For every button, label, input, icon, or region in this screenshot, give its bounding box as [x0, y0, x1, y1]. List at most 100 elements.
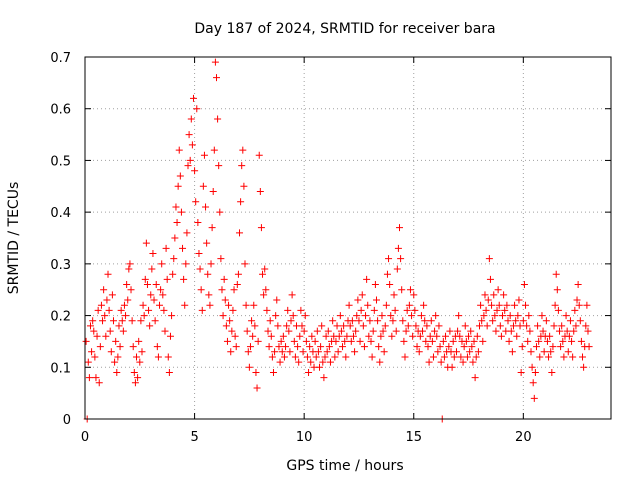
data-point [287, 317, 295, 325]
data-point [503, 301, 511, 309]
data-point [461, 322, 469, 330]
data-point [169, 270, 177, 278]
data-point [532, 343, 540, 351]
data-point [369, 327, 377, 335]
data-point [290, 337, 298, 345]
data-point [207, 260, 215, 268]
data-point [170, 255, 178, 263]
data-point [391, 306, 399, 314]
axis-ticks: 0 0.1 0.2 0.3 0.4 0.5 0.6 0.7 0 5 10 15 20 [50, 51, 611, 445]
data-point [193, 105, 201, 113]
data-point [419, 327, 427, 335]
data-point [219, 312, 227, 320]
data-point [145, 306, 153, 314]
data-point [514, 312, 522, 320]
data-point [323, 348, 331, 356]
data-point [158, 260, 166, 268]
data-point [109, 317, 117, 325]
data-point [343, 332, 351, 340]
data-point [420, 301, 428, 309]
data-point [372, 296, 380, 304]
data-point [122, 312, 130, 320]
y-tick-label: 0.1 [50, 361, 71, 376]
x-tick-label: 15 [405, 430, 422, 445]
data-point [316, 363, 324, 371]
data-point [417, 312, 425, 320]
data-point [113, 368, 121, 376]
data-point [214, 115, 222, 123]
data-point [403, 306, 411, 314]
data-point [248, 317, 256, 325]
data-point [415, 348, 423, 356]
data-point [206, 301, 214, 309]
data-point [448, 363, 456, 371]
y-tick-label: 0.5 [50, 154, 71, 169]
data-point [437, 358, 445, 366]
data-point [554, 306, 562, 314]
data-point [302, 337, 310, 345]
data-point [523, 322, 531, 330]
data-point [267, 332, 275, 340]
data-point [468, 343, 476, 351]
data-point [368, 353, 376, 361]
data-point [558, 322, 566, 330]
data-point [112, 337, 120, 345]
data-point [82, 337, 90, 345]
data-point [314, 348, 322, 356]
data-point [265, 343, 273, 351]
data-point [271, 348, 279, 356]
data-point [501, 306, 509, 314]
data-point [257, 224, 265, 232]
data-point [86, 322, 94, 330]
data-point [133, 353, 141, 361]
data-point [225, 301, 233, 309]
data-point [115, 322, 123, 330]
data-point [196, 265, 204, 273]
data-point [172, 203, 180, 211]
data-point [412, 322, 420, 330]
data-point [530, 394, 538, 402]
data-point [131, 379, 139, 387]
data-point [551, 301, 559, 309]
data-point [440, 353, 448, 361]
data-point [378, 312, 386, 320]
data-point [136, 358, 144, 366]
data-point [513, 332, 521, 340]
data-point [584, 327, 592, 335]
data-point [575, 301, 583, 309]
data-point [335, 332, 343, 340]
data-point [273, 296, 281, 304]
data-point [552, 270, 560, 278]
data-point [285, 327, 293, 335]
data-point [432, 312, 440, 320]
data-point [353, 312, 361, 320]
data-point [505, 337, 513, 345]
data-point [321, 353, 329, 361]
data-point [174, 182, 182, 190]
grid [85, 57, 611, 419]
data-point [339, 343, 347, 351]
data-point [108, 291, 116, 299]
data-point [229, 306, 237, 314]
data-point [149, 250, 157, 258]
data-point [481, 291, 489, 299]
data-point [331, 353, 339, 361]
data-point [305, 368, 313, 376]
data-point [401, 353, 409, 361]
data-point [183, 229, 191, 237]
data-point [509, 322, 517, 330]
data-point [244, 348, 252, 356]
y-tick-label: 0.7 [50, 51, 71, 66]
data-point [484, 296, 492, 304]
data-point [236, 229, 244, 237]
data-point [360, 343, 368, 351]
data-point [119, 327, 127, 335]
data-point [116, 343, 124, 351]
data-point [245, 363, 253, 371]
data-point [276, 358, 284, 366]
data-point [286, 348, 294, 356]
data-point [146, 322, 154, 330]
data-point [289, 312, 297, 320]
data-point [191, 167, 199, 175]
